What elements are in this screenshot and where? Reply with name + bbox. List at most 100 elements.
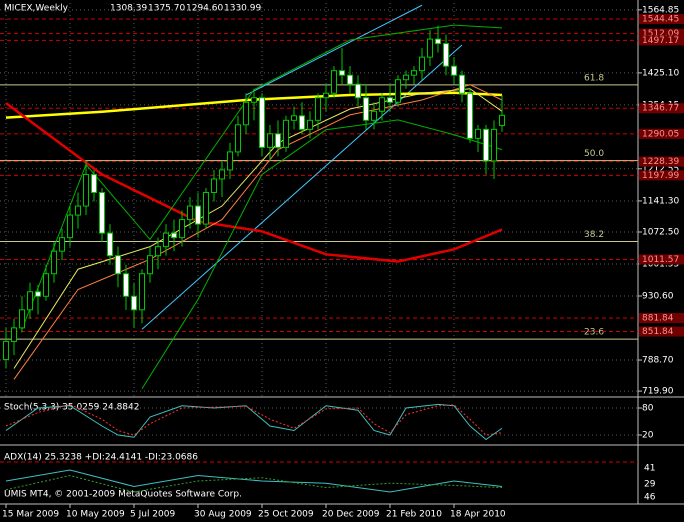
level-label-box	[639, 326, 684, 337]
candle-body	[131, 295, 137, 311]
fib-label: 61.8	[584, 73, 604, 83]
level-label: 1497.17	[642, 36, 679, 46]
level-label: 1011.57	[642, 255, 679, 265]
candle-body	[171, 232, 177, 239]
candle-body	[291, 115, 297, 121]
fib-label: 38.2	[584, 230, 604, 240]
level-label-box	[639, 313, 684, 324]
candle-body	[139, 273, 145, 311]
candle-body	[91, 173, 97, 194]
candle-body	[379, 97, 385, 112]
adx-axis-label: 41	[644, 464, 655, 474]
candle-body	[283, 119, 289, 148]
candle-body	[19, 309, 25, 329]
adx-title: ADX(14) 25.3238 +DI:24.4141 -DI:23.0686	[4, 453, 198, 463]
candle-body	[427, 38, 433, 58]
candle-body	[411, 70, 417, 76]
candle-body	[419, 56, 425, 72]
indicator-line	[5, 403, 503, 441]
candle-body	[123, 273, 129, 297]
candle-body	[443, 43, 449, 67]
level-label-box	[639, 128, 684, 139]
candle-body	[459, 74, 465, 94]
y-tick-label: 1141.30	[642, 196, 679, 206]
candle-body	[235, 124, 241, 153]
candle-body	[363, 97, 369, 121]
x-tick-label: 15 Mar 2009	[2, 510, 59, 520]
fib-label: 50.0	[584, 149, 604, 159]
candle-body	[227, 151, 233, 171]
candle-body	[179, 219, 185, 239]
y-tick-label: 930.60	[642, 292, 674, 302]
candle-body	[59, 237, 65, 252]
quote-open: 1308.39	[110, 4, 147, 14]
candle-body	[307, 119, 313, 130]
candle-body	[67, 214, 73, 239]
candle-body	[107, 232, 113, 257]
candle-body	[355, 83, 361, 99]
candle-body	[43, 273, 49, 297]
candle-body	[35, 291, 41, 297]
y-tick-label: 1212.55	[642, 164, 679, 174]
x-tick-label: 21 Feb 2010	[386, 510, 442, 520]
x-tick-label: 5 Jul 2009	[130, 510, 175, 520]
level-label-box	[639, 28, 684, 39]
level-label: 1346.77	[642, 104, 679, 114]
level-label: 1290.05	[642, 129, 679, 139]
y-tick-label: 719.90	[642, 387, 674, 397]
candle-body	[475, 128, 481, 139]
level-label: 881.84	[642, 314, 674, 324]
level-label: 851.84	[642, 327, 674, 337]
y-tick-label: 1001.55	[642, 259, 679, 269]
level-label: 1544.45	[642, 15, 679, 25]
candle-body	[3, 340, 9, 360]
candle-body	[251, 97, 257, 103]
candle-body	[243, 101, 249, 126]
y-tick-label: 20	[642, 431, 654, 441]
trendline	[245, 4, 423, 96]
candle-body	[27, 291, 33, 311]
candle-body	[147, 255, 153, 275]
x-tick-label: 20 Dec 2009	[322, 510, 380, 520]
adx-axis-label: 29	[644, 480, 656, 490]
level-label-box	[639, 254, 684, 265]
candle-body	[395, 79, 401, 103]
candle-body	[347, 74, 353, 85]
quote-low: 1294.60	[186, 4, 223, 14]
candle-body	[387, 97, 393, 103]
level-label: 1512.09	[642, 29, 679, 39]
level-label-box	[639, 170, 684, 181]
quote-close: 1330.99	[224, 4, 261, 14]
x-tick-label: 25 Oct 2009	[258, 510, 314, 520]
level-label-box	[639, 14, 684, 25]
candle-body	[51, 250, 57, 275]
candle-body	[315, 97, 321, 121]
candle-body	[435, 38, 441, 45]
candle-body	[187, 205, 193, 221]
candle-body	[163, 232, 169, 248]
candle-body	[99, 192, 105, 234]
quote-high: 1375.70	[148, 4, 185, 14]
y-tick-label: 788.70	[642, 356, 674, 366]
y-tick-label: 1425.10	[642, 68, 679, 78]
candle-body	[403, 74, 409, 81]
y-tick-label: 1564.85	[642, 5, 679, 15]
moving-average	[5, 102, 503, 263]
candle-body	[467, 92, 473, 139]
level-label-box	[639, 156, 684, 167]
candle-body	[451, 65, 457, 76]
candle-body	[203, 192, 209, 225]
level-label-box	[639, 35, 684, 46]
x-tick-label: 18 Apr 2010	[450, 510, 506, 520]
candle-body	[331, 70, 337, 94]
y-tick-label: 80	[642, 404, 654, 414]
chart-title: MICEX,Weekly	[4, 4, 69, 14]
candle-body	[491, 128, 497, 162]
copyright: UMIS MT4, © 2001-2009 MetaQuotes Softwar…	[4, 490, 242, 500]
y-tick-label: 1072.50	[642, 227, 679, 237]
candle-body	[499, 114, 505, 127]
indicator-line	[5, 403, 503, 436]
candle-body	[299, 115, 305, 130]
candle-body	[195, 205, 201, 225]
